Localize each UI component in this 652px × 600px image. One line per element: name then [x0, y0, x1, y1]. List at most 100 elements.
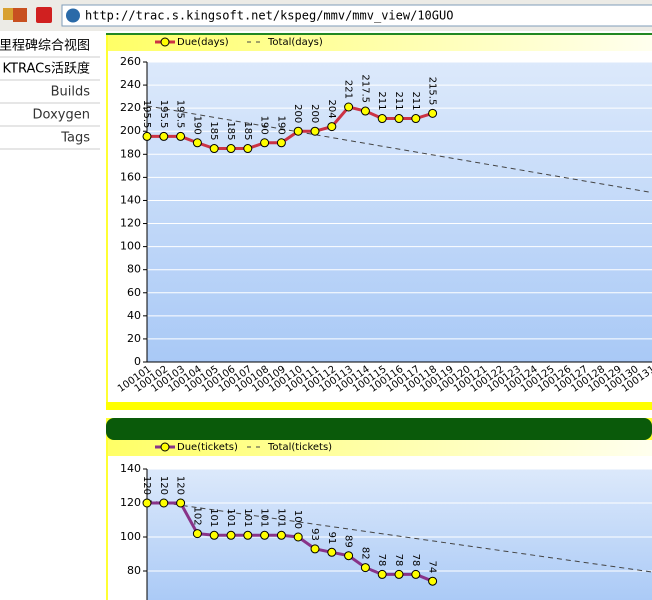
data-label: 185 — [242, 121, 253, 140]
panel-header — [106, 418, 652, 440]
data-label: 190 — [275, 116, 286, 135]
data-label: 195.5 — [175, 100, 186, 129]
data-label: 89 — [343, 535, 354, 548]
data-label: 120 — [141, 476, 152, 495]
y-tick-label: 160 — [120, 170, 141, 183]
y-tick-label: 0 — [134, 355, 141, 368]
nav-link[interactable]: Builds — [51, 85, 91, 100]
data-label: 211 — [376, 91, 387, 110]
legend-label: Total(days) — [267, 37, 323, 48]
point — [310, 126, 320, 136]
series-line — [146, 499, 652, 573]
icon[interactable] — [13, 8, 27, 22]
y-tick-label: 240 — [120, 78, 141, 91]
data-label: 102 — [191, 507, 202, 526]
y-tick-label: 140 — [120, 462, 141, 475]
data-label: 93 — [309, 528, 320, 541]
y-tick-label: 100 — [120, 530, 141, 543]
y-tick-label: 20 — [127, 332, 141, 345]
point — [344, 551, 354, 561]
point — [377, 569, 387, 579]
data-label: 221 — [343, 80, 354, 99]
point — [159, 498, 169, 508]
point — [243, 144, 253, 154]
point — [226, 144, 236, 154]
data-label: 215.5 — [427, 77, 438, 106]
y-tick-label: 220 — [120, 101, 141, 114]
data-label: 101 — [275, 508, 286, 527]
panel-top — [106, 33, 652, 35]
data-label: 211 — [393, 91, 404, 110]
y-tick-label: 80 — [127, 263, 141, 276]
point — [293, 532, 303, 542]
data-label: 100 — [292, 510, 303, 529]
point — [192, 138, 202, 148]
y-tick-label: 260 — [120, 55, 141, 68]
legend-swatch — [160, 37, 170, 47]
point — [360, 563, 370, 573]
point — [176, 131, 186, 141]
point — [176, 498, 186, 508]
point — [293, 126, 303, 136]
data-label: 204 — [326, 100, 337, 119]
point — [142, 131, 152, 141]
nav-link[interactable]: Tags — [60, 131, 90, 146]
legend-label: Due(days) — [177, 37, 229, 48]
point — [260, 530, 270, 540]
data-label: 185 — [225, 121, 236, 140]
nav-link[interactable]: KTRACs活跃度 — [3, 61, 90, 77]
legend-label: Due(tickets) — [177, 442, 238, 453]
point — [276, 138, 286, 148]
icon[interactable] — [3, 8, 15, 20]
y-tick-label: 140 — [120, 193, 141, 206]
legend-strip — [108, 440, 652, 456]
point — [209, 530, 219, 540]
nav-link[interactable]: Doxygen — [33, 108, 90, 123]
point — [327, 547, 337, 557]
icon[interactable] — [36, 7, 52, 23]
point — [377, 114, 387, 124]
url: http://trac.s.kingsoft.net/kspeg/mmv/mmv… — [85, 9, 453, 23]
y-tick-label: 60 — [127, 286, 141, 299]
point — [411, 569, 421, 579]
point — [394, 569, 404, 579]
panel-bottom — [106, 402, 652, 410]
data-label: 190 — [259, 116, 270, 135]
point — [159, 131, 169, 141]
point — [142, 498, 152, 508]
data-label: 74 — [427, 560, 438, 573]
y-tick-label: 120 — [120, 496, 141, 509]
point — [260, 138, 270, 148]
y-tick-label: 80 — [127, 564, 141, 577]
point — [243, 530, 253, 540]
data-label: 78 — [410, 554, 421, 567]
data-label: 211 — [410, 91, 421, 110]
data-label: 101 — [225, 508, 236, 527]
point — [428, 108, 438, 118]
data-label: 120 — [158, 476, 169, 495]
favicon — [66, 8, 80, 23]
data-label: 185 — [208, 121, 219, 140]
point — [394, 114, 404, 124]
series-line — [146, 105, 652, 193]
nav-link[interactable]: 里程碑综合视图 — [0, 38, 90, 54]
y-tick-label: 40 — [127, 309, 141, 322]
data-label: 195.5 — [141, 100, 152, 129]
data-label: 78 — [393, 554, 404, 567]
url-bar[interactable] — [61, 4, 652, 27]
legend-strip — [108, 35, 652, 51]
data-label: 200 — [309, 104, 320, 123]
point — [344, 102, 354, 112]
data-label: 190 — [191, 116, 202, 135]
y-tick-label: 200 — [120, 124, 141, 137]
data-label: 101 — [242, 508, 253, 527]
data-label: 101 — [208, 508, 219, 527]
point — [276, 530, 286, 540]
legend-swatch — [160, 442, 170, 452]
point — [192, 529, 202, 539]
point — [327, 122, 337, 132]
point — [310, 544, 320, 554]
data-label: 200 — [292, 104, 303, 123]
